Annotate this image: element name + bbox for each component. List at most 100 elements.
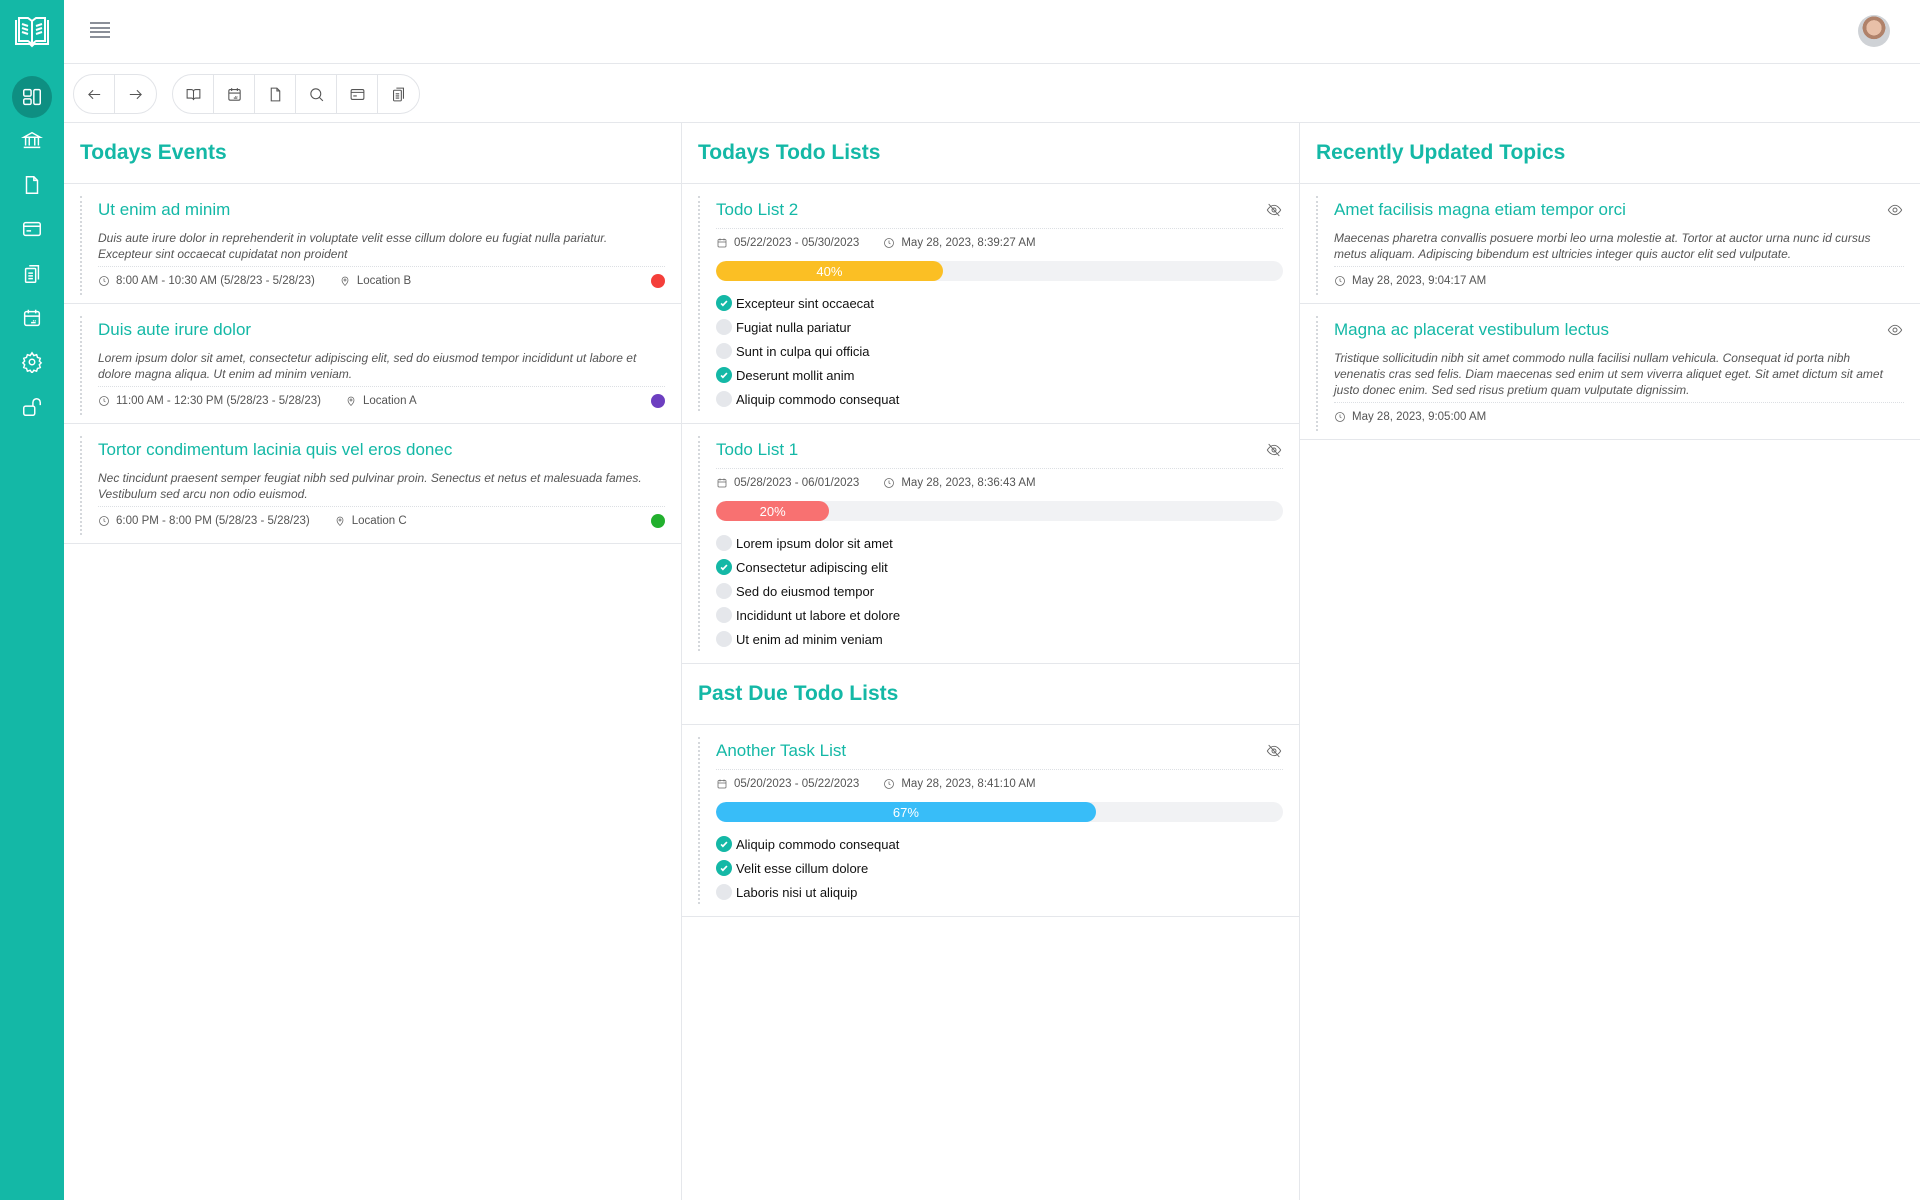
task-label: Sunt in culpa qui officia	[736, 343, 870, 359]
checked-circle-icon[interactable]	[716, 295, 732, 311]
todo-task[interactable]: Aliquip commodo consequat	[716, 387, 1283, 411]
topic-item[interactable]: Magna ac placerat vestibulum lectus Tris…	[1300, 304, 1920, 440]
progress-fill: 40%	[716, 261, 943, 281]
sidebar-item-card[interactable]	[12, 209, 52, 249]
event-time: 11:00 AM - 12:30 PM (5/28/23 - 5/28/23)	[116, 395, 321, 407]
sidebar-item-dashboard[interactable]	[12, 76, 52, 118]
document-icon	[267, 86, 284, 103]
sidebar-item-clipboard[interactable]	[12, 254, 52, 294]
progress-bar: 67%	[716, 802, 1283, 822]
card-button[interactable]	[337, 75, 378, 113]
todo-date-range: 05/22/2023 - 05/30/2023	[734, 237, 860, 249]
todo-task[interactable]: Velit esse cillum dolore	[716, 856, 1283, 880]
eye-off-icon	[1265, 442, 1283, 458]
unchecked-circle-icon[interactable]	[716, 583, 732, 599]
todo-task[interactable]: Sed do eiusmod tempor	[716, 579, 1283, 603]
checked-circle-icon[interactable]	[716, 860, 732, 876]
top-header	[64, 0, 1920, 64]
section-title: Todays Events	[64, 123, 681, 184]
event-item[interactable]: Duis aute irure dolor Lorem ipsum dolor …	[64, 304, 681, 424]
sidebar	[0, 0, 64, 1200]
sidebar-item-bank[interactable]	[12, 120, 52, 160]
todo-list-title[interactable]: Another Task List	[716, 737, 1283, 770]
sidebar-item-calendar[interactable]	[12, 298, 52, 338]
unchecked-circle-icon[interactable]	[716, 391, 732, 407]
unchecked-circle-icon[interactable]	[716, 535, 732, 551]
document-button[interactable]	[255, 75, 296, 113]
topic-updated: May 28, 2023, 9:04:17 AM	[1352, 275, 1487, 287]
event-title[interactable]: Duis aute irure dolor	[98, 320, 252, 339]
clock-icon	[883, 477, 895, 489]
section-title: Past Due Todo Lists	[682, 664, 1299, 725]
topic-updated: May 28, 2023, 9:05:00 AM	[1352, 411, 1487, 423]
task-label: Aliquip commodo consequat	[736, 391, 900, 407]
todo-updated: May 28, 2023, 8:41:10 AM	[901, 778, 1036, 790]
task-label: Ut enim ad minim veniam	[736, 631, 883, 647]
event-item[interactable]: Ut enim ad minim Duis aute irure dolor i…	[64, 184, 681, 304]
todo-date-range: 05/28/2023 - 06/01/2023	[734, 477, 860, 489]
todo-task[interactable]: Ut enim ad minim veniam	[716, 627, 1283, 651]
unchecked-circle-icon[interactable]	[716, 343, 732, 359]
clipboard-button[interactable]	[378, 75, 419, 113]
unchecked-circle-icon[interactable]	[716, 607, 732, 623]
hide-toggle-button[interactable]	[1265, 202, 1283, 218]
checked-circle-icon[interactable]	[716, 367, 732, 383]
event-location: Location C	[351, 515, 407, 527]
progress-bar: 40%	[716, 261, 1283, 281]
todo-updated: May 28, 2023, 8:36:43 AM	[901, 477, 1036, 489]
event-location: Location A	[363, 395, 417, 407]
event-title[interactable]: Ut enim ad minim	[98, 200, 231, 219]
eye-off-icon	[1265, 202, 1283, 218]
unchecked-circle-icon[interactable]	[716, 319, 732, 335]
unchecked-circle-icon[interactable]	[716, 884, 732, 900]
progress-bar: 20%	[716, 501, 1283, 521]
todo-task[interactable]: Excepteur sint occaecat	[716, 291, 1283, 315]
todo-task[interactable]: Aliquip commodo consequat	[716, 832, 1283, 856]
hide-toggle-button[interactable]	[1265, 743, 1283, 759]
clock-icon	[1334, 411, 1346, 423]
todo-task[interactable]: Laboris nisi ut aliquip	[716, 880, 1283, 904]
avatar[interactable]	[1858, 15, 1890, 47]
bank-icon	[21, 129, 43, 151]
hide-toggle-button[interactable]	[1265, 442, 1283, 458]
task-label: Fugiat nulla pariatur	[736, 319, 851, 335]
topic-title[interactable]: Amet facilisis magna etiam tempor orci	[1334, 200, 1626, 219]
back-arrow-button[interactable]	[74, 75, 115, 113]
topic-title[interactable]: Magna ac placerat vestibulum lectus	[1334, 320, 1609, 339]
todo-task[interactable]: Deserunt mollit anim	[716, 363, 1283, 387]
checked-circle-icon[interactable]	[716, 559, 732, 575]
event-item[interactable]: Tortor condimentum lacinia quis vel eros…	[64, 424, 681, 544]
eye-off-icon	[1265, 743, 1283, 759]
todo-list-card: Todo List 2 05/22/2023 - 05/30/2023 May 2…	[682, 184, 1299, 424]
menu-icon[interactable]	[90, 22, 110, 38]
open-book-logo-icon[interactable]	[14, 16, 50, 48]
task-label: Excepteur sint occaecat	[736, 295, 875, 311]
book-button[interactable]	[173, 75, 214, 113]
search-button[interactable]	[296, 75, 337, 113]
event-description: Nec tincidunt praesent semper feugiat ni…	[98, 470, 665, 507]
todo-list-title[interactable]: Todo List 1	[716, 436, 1283, 469]
toolbar	[64, 64, 1920, 123]
sidebar-item-unlock[interactable]	[12, 387, 52, 427]
watch-button[interactable]	[1886, 322, 1904, 338]
event-time: 6:00 PM - 8:00 PM (5/28/23 - 5/28/23)	[116, 515, 310, 527]
watch-button[interactable]	[1886, 202, 1904, 218]
event-title[interactable]: Tortor condimentum lacinia quis vel eros…	[98, 440, 453, 459]
todo-date-range: 05/20/2023 - 05/22/2023	[734, 778, 860, 790]
todo-task[interactable]: Sunt in culpa qui officia	[716, 339, 1283, 363]
calendar-button[interactable]	[214, 75, 255, 113]
topic-item[interactable]: Amet facilisis magna etiam tempor orci M…	[1300, 184, 1920, 304]
forward-arrow-button[interactable]	[115, 75, 156, 113]
clock-icon	[98, 275, 110, 287]
sidebar-item-document[interactable]	[12, 165, 52, 205]
todo-task[interactable]: Consectetur adipiscing elit	[716, 555, 1283, 579]
todo-task[interactable]: Lorem ipsum dolor sit amet	[716, 531, 1283, 555]
todo-task[interactable]: Incididunt ut labore et dolore	[716, 603, 1283, 627]
calendar-icon	[716, 477, 728, 489]
clock-icon	[883, 237, 895, 249]
todo-task[interactable]: Fugiat nulla pariatur	[716, 315, 1283, 339]
sidebar-item-settings[interactable]	[12, 342, 52, 382]
unchecked-circle-icon[interactable]	[716, 631, 732, 647]
checked-circle-icon[interactable]	[716, 836, 732, 852]
todo-list-title[interactable]: Todo List 2	[716, 196, 1283, 229]
